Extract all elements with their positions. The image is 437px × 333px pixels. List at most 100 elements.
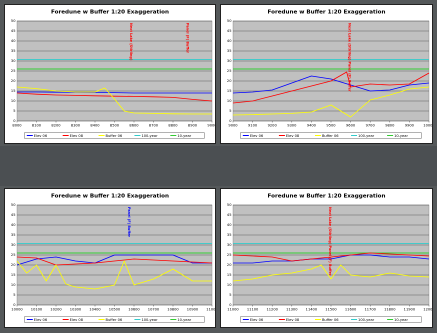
legend-label: Elev 08 bbox=[70, 134, 84, 138]
y-tick-label: 50 bbox=[11, 19, 16, 23]
chart-title: Foredune w Buffer 1:20 Exaggeration bbox=[51, 10, 169, 16]
legend-label: Buffer 06 bbox=[106, 318, 123, 322]
chart-title: Foredune w Buffer 1:20 Exaggeration bbox=[268, 194, 386, 200]
y-tick-label: 50 bbox=[227, 19, 232, 23]
y-tick-label: 5 bbox=[13, 109, 15, 113]
y-tick-label: 50 bbox=[11, 203, 16, 207]
chart-panel-4: Foredune w Buffer 1:20 Exaggeration 0 5 10 1… bbox=[220, 188, 433, 328]
y-tick-label: 15 bbox=[227, 89, 232, 93]
x-tick-label: 10600 bbox=[128, 308, 140, 312]
y-tick-label: 40 bbox=[227, 223, 232, 227]
series-line-elev-06 bbox=[16, 254, 212, 266]
series-line-elev-08 bbox=[16, 92, 213, 102]
y-tick-label: 5 bbox=[13, 293, 15, 297]
x-tick-label: 9700 bbox=[366, 124, 376, 128]
chart-panel-3: Foredune w Buffer 1:20 Exaggeration 0 5 10 1… bbox=[4, 188, 216, 328]
y-tick-label: 35 bbox=[11, 49, 16, 53]
chart-panel-2: Foredune w Buffer 1:20 Exaggeration 0 5 10 1… bbox=[220, 4, 433, 144]
chart-2: Foredune w Buffer 1:20 Exaggeration 0 5 10 1… bbox=[227, 10, 432, 139]
y-tick-label: 0 bbox=[229, 119, 232, 123]
y-tick-label: 15 bbox=[11, 273, 16, 277]
y-tick-label: 45 bbox=[227, 29, 232, 33]
x-tick-label: 8500 bbox=[110, 124, 120, 128]
x-tick-label: 11700 bbox=[364, 308, 376, 312]
y-tick-label: 40 bbox=[11, 223, 16, 227]
annotation-label: Next Lake (Stirling) bbox=[129, 23, 133, 61]
annotation-label: Next Lake (Stirling) Panel (F) Buffer bbox=[348, 23, 352, 92]
y-tick-label: 20 bbox=[227, 263, 232, 267]
y-tick-label: 45 bbox=[11, 29, 16, 33]
x-tick-label: 9100 bbox=[248, 124, 258, 128]
x-tick-label: 11000 bbox=[227, 308, 239, 312]
y-tick-label: 10 bbox=[11, 99, 16, 103]
legend-label: 10-year bbox=[394, 134, 408, 138]
legend-label: Elev 06 bbox=[34, 318, 48, 322]
x-tick-label: 8200 bbox=[51, 124, 61, 128]
y-tick-label: 0 bbox=[13, 119, 16, 123]
x-tick-label: 9900 bbox=[405, 124, 415, 128]
x-tick-label: 11300 bbox=[286, 308, 298, 312]
x-tick-label: 10200 bbox=[50, 308, 62, 312]
y-tick-label: 25 bbox=[11, 253, 16, 257]
legend bbox=[240, 316, 422, 323]
y-tick-label: 10 bbox=[227, 99, 232, 103]
legend-label: 10-year bbox=[394, 318, 408, 322]
x-tick-label: 9400 bbox=[307, 124, 317, 128]
y-tick-label: 30 bbox=[227, 243, 232, 247]
y-tick-label: 25 bbox=[227, 69, 232, 73]
legend bbox=[240, 132, 422, 139]
legend-label: Elev 06 bbox=[34, 134, 48, 138]
chart-4: Foredune w Buffer 1:20 Exaggeration 0 5 10 1… bbox=[227, 194, 432, 323]
legend-label: Elev 06 bbox=[250, 134, 264, 138]
chart-1: Foredune w Buffer 1:20 Exaggeration 0 5 10 1… bbox=[11, 10, 215, 139]
legend bbox=[24, 132, 205, 139]
y-tick-label: 35 bbox=[227, 233, 232, 237]
legend-label: Elev 08 bbox=[286, 134, 300, 138]
x-tick-label: 8900 bbox=[188, 124, 198, 128]
x-tick-label: 11500 bbox=[325, 308, 337, 312]
y-tick-label: 5 bbox=[229, 109, 231, 113]
series-line-elev-06 bbox=[232, 75, 430, 94]
x-tick-label: 9800 bbox=[385, 124, 395, 128]
x-tick-label: 10300 bbox=[70, 308, 82, 312]
series-line-buffer-06 bbox=[16, 86, 212, 115]
x-tick-label: 8300 bbox=[71, 124, 81, 128]
y-tick-label: 30 bbox=[227, 59, 232, 63]
y-tick-label: 50 bbox=[227, 203, 232, 207]
y-tick-label: 10 bbox=[227, 283, 232, 287]
legend-label: 100-year bbox=[141, 134, 158, 138]
y-tick-label: 20 bbox=[11, 79, 16, 83]
x-tick-label: 8400 bbox=[90, 124, 100, 128]
y-tick-label: 20 bbox=[11, 263, 16, 267]
legend-label: Elev 06 bbox=[250, 318, 264, 322]
x-tick-label: 8600 bbox=[129, 124, 139, 128]
legend-label: Buffer 06 bbox=[322, 134, 339, 138]
y-tick-label: 45 bbox=[227, 213, 232, 217]
x-tick-label: 10000 bbox=[423, 124, 432, 128]
x-tick-label: 11200 bbox=[266, 308, 278, 312]
y-tick-label: 35 bbox=[11, 233, 16, 237]
y-tick-label: 0 bbox=[229, 303, 232, 307]
x-tick-label: 8700 bbox=[149, 124, 159, 128]
x-tick-label: 9500 bbox=[326, 124, 336, 128]
legend-label: 100-year bbox=[358, 134, 375, 138]
x-tick-label: 9200 bbox=[268, 124, 278, 128]
x-tick-label: 9600 bbox=[346, 124, 356, 128]
x-tick-label: 11600 bbox=[345, 308, 357, 312]
x-tick-label: 10100 bbox=[31, 308, 43, 312]
legend-label: 10-year bbox=[177, 134, 191, 138]
y-tick-label: 35 bbox=[227, 49, 232, 53]
x-tick-label: 11000 bbox=[206, 308, 215, 312]
y-tick-label: 15 bbox=[227, 273, 232, 277]
x-tick-label: 9000 bbox=[207, 124, 215, 128]
legend-label: 10-year bbox=[177, 318, 191, 322]
x-tick-label: 10800 bbox=[167, 308, 179, 312]
x-tick-label: 11400 bbox=[306, 308, 318, 312]
x-tick-label: 10700 bbox=[148, 308, 160, 312]
legend-label: Buffer 06 bbox=[106, 134, 123, 138]
y-tick-label: 40 bbox=[11, 39, 16, 43]
annotation-label: Panel (F) Buffer bbox=[186, 23, 190, 53]
x-tick-label: 11100 bbox=[247, 308, 259, 312]
y-tick-label: 25 bbox=[227, 253, 232, 257]
